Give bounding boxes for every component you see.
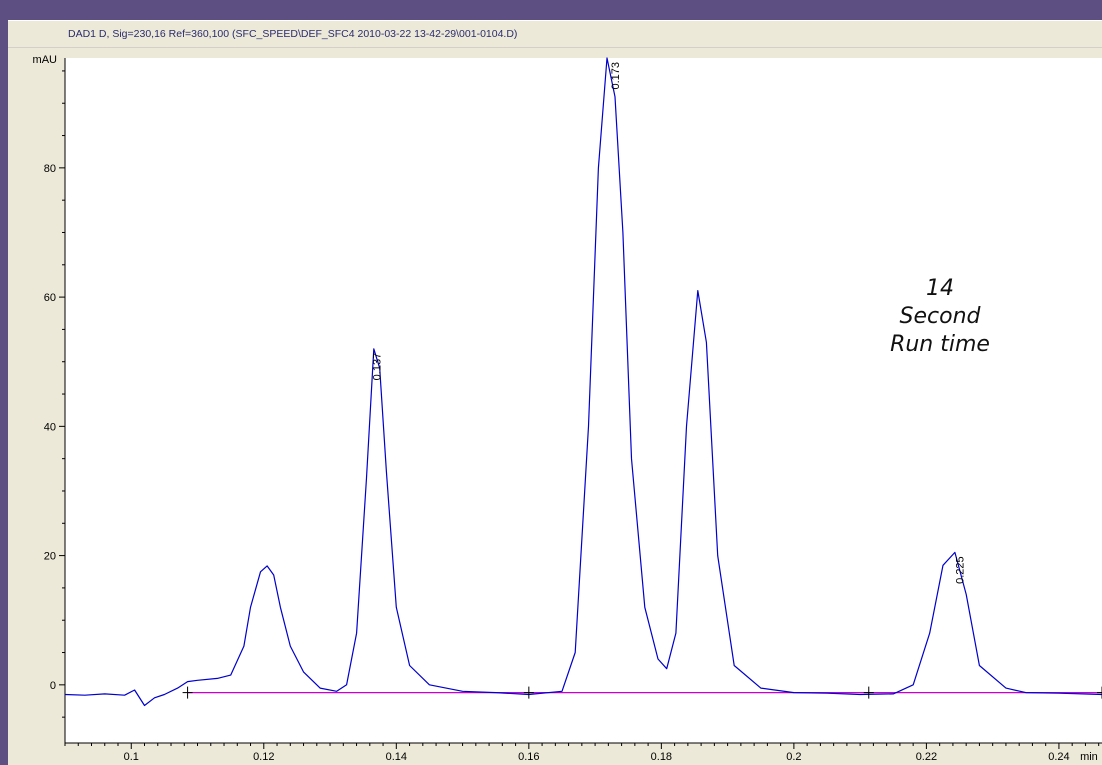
x-tick-label: 0.22 (916, 751, 937, 763)
baseline-marker (1097, 686, 1102, 699)
baseline-marker (863, 686, 874, 699)
plot-area (65, 58, 1102, 743)
y-tick-label: 20 (44, 551, 56, 563)
chart-labels: 0 20 40 60 80 mAU 0.1 0.12 0.14 0.16 0.18 0.2 0.22 0.… (33, 54, 1098, 763)
baseline-marker (523, 686, 534, 699)
y-tick-label: 80 (44, 163, 56, 175)
signal-title: DAD1 D, Sig=230,16 Ref=360,100 (SFC_SPEE… (68, 28, 518, 40)
baseline-marker (182, 686, 193, 699)
signal-trace (64, 57, 1102, 707)
x-tick-label: 0.12 (253, 751, 274, 763)
x-tick-label: 0.1 (124, 751, 139, 763)
chromatogram-plot: 0 20 40 60 80 mAU 0.1 0.12 0.14 0.16 0.18 0.2 0.22 0.… (33, 54, 1102, 763)
annotation-line-2: Second (899, 304, 981, 329)
run-time-annotation: 14 Second Run time (860, 275, 1020, 359)
y-tick-label: 40 (44, 421, 56, 433)
y-axis-label: mAU (33, 54, 58, 66)
x-tick-label: 0.24 (1048, 751, 1069, 763)
annotation-line-1: 14 (926, 276, 954, 301)
chart-window: DAD1 D, Sig=230,16 Ref=360,100 (SFC_SPEE… (8, 20, 1102, 765)
y-tick-label: 0 (50, 680, 56, 692)
x-tick-label: 0.16 (518, 751, 539, 763)
x-tick-label: 0.2 (786, 751, 801, 763)
axes (59, 58, 1102, 749)
peak-label: 0.173 (610, 62, 622, 90)
x-axis-label: min (1080, 751, 1098, 763)
chart-header: DAD1 D, Sig=230,16 Ref=360,100 (SFC_SPEE… (8, 20, 1102, 48)
peak-label: 0.225 (955, 556, 967, 584)
x-tick-label: 0.18 (651, 751, 672, 763)
x-tick-label: 0.14 (386, 751, 407, 763)
annotation-line-3: Run time (890, 332, 990, 357)
y-tick-label: 60 (44, 292, 56, 304)
peak-label: 0.137 (371, 353, 383, 381)
chart-marks (64, 57, 1102, 707)
